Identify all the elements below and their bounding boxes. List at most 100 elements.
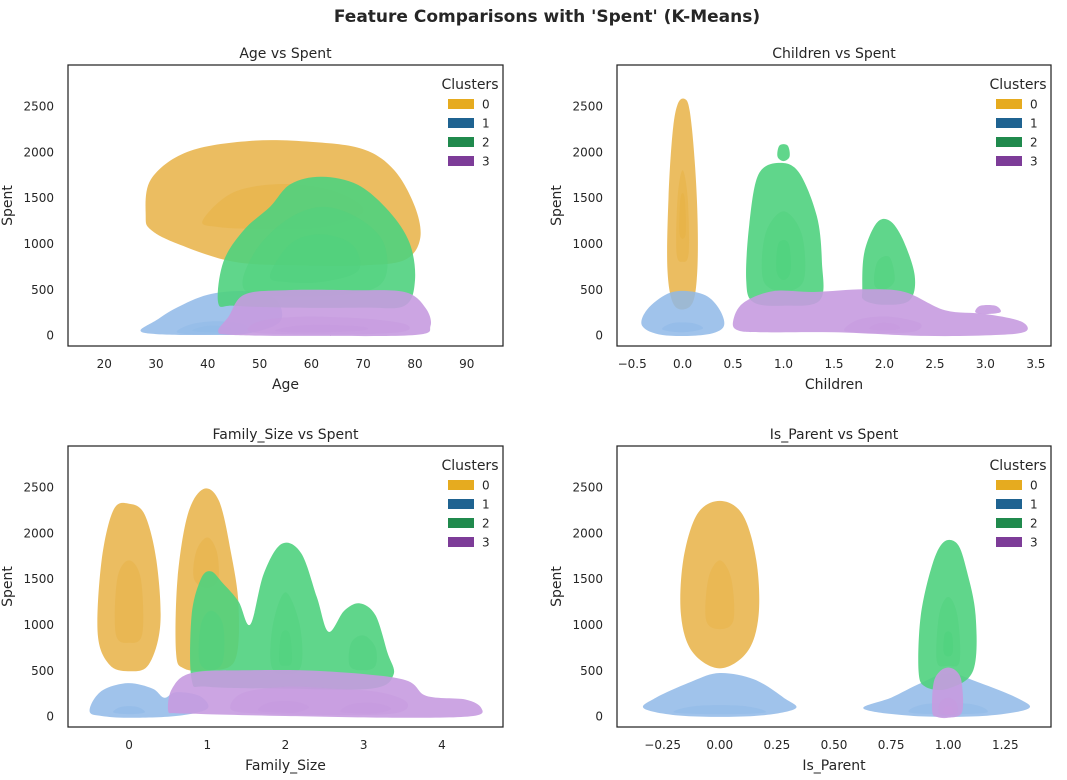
cluster-1-density (641, 290, 725, 337)
density-contour-0-1 (680, 500, 760, 669)
x-tick-label: 3 (360, 738, 368, 752)
subplot-4: Is_Parent vs Spent −0.25 0.00 0.25 0.50 0.75 1… (549, 427, 1052, 774)
x-tick-label: 20 (97, 357, 112, 371)
y-tick-label: 2000 (23, 145, 54, 159)
legend-label-1: 1 (482, 498, 490, 512)
legend-label-1: 1 (482, 117, 490, 131)
x-tick-label: 90 (459, 357, 474, 371)
cluster-2-density (190, 542, 395, 690)
legend-label-0: 0 (482, 98, 490, 112)
cluster-0-density (667, 98, 698, 310)
y-tick-label: 0 (595, 710, 603, 724)
x-tick-label: 1.5 (824, 357, 843, 371)
legend-label-0: 0 (1030, 98, 1038, 112)
legend-swatch-2 (448, 137, 474, 147)
density-contour-0-3 (679, 193, 686, 239)
legend-swatch-1 (448, 499, 474, 509)
legend-label-3: 3 (1030, 536, 1038, 550)
axes-frame (67, 445, 504, 728)
cluster-1-density (642, 672, 1031, 717)
y-tick-label: 2500 (572, 100, 603, 114)
y-tick-label: 1500 (23, 572, 54, 586)
kde-area (642, 500, 1031, 719)
density-contour-2-6 (777, 144, 790, 162)
density-contour-2-3 (776, 240, 791, 281)
density-contour-2-2 (198, 610, 225, 671)
legend-swatch-0 (996, 99, 1022, 109)
y-axis-label: Spent (549, 566, 565, 607)
y-tick-label: 1000 (572, 618, 603, 632)
density-contour-2-3 (943, 631, 954, 657)
density-contour-3-4 (975, 304, 1001, 314)
x-tick-label: 0.25 (764, 738, 791, 752)
density-contour-2-5 (874, 255, 895, 290)
y-tick-label: 500 (31, 283, 54, 297)
x-tick-label: 1.0 (774, 357, 793, 371)
density-contour-1-1 (641, 290, 725, 337)
density-contour-2-2 (242, 206, 388, 297)
density-contour-2-5 (348, 635, 377, 671)
density-contour-2-4 (279, 630, 292, 666)
x-tick-label: 2 (282, 738, 290, 752)
density-contour-3-3 (943, 706, 954, 715)
y-axis-label: Spent (549, 185, 565, 226)
y-axis-label: Spent (0, 185, 16, 226)
y-tick-label: 2500 (23, 100, 54, 114)
x-axis-label: Children (805, 377, 863, 393)
density-contour-3-1 (732, 289, 1028, 337)
legend-swatch-2 (996, 137, 1022, 147)
y-tick-label: 500 (580, 664, 603, 678)
y-tick-label: 1500 (572, 191, 603, 205)
density-contour-1-2 (113, 706, 145, 715)
y-tick-label: 0 (46, 329, 54, 343)
cluster-3-density (167, 669, 483, 718)
x-tick-label: 30 (148, 357, 163, 371)
density-contour-2-3 (269, 234, 361, 284)
x-tick-label: 3.5 (1026, 357, 1045, 371)
axes-frame (616, 64, 1052, 347)
density-contour-3-3 (257, 700, 310, 713)
axes-frame (67, 64, 504, 347)
legend-swatch-1 (448, 118, 474, 128)
legend-label-0: 0 (1030, 479, 1038, 493)
x-tick-label: 2.5 (925, 357, 944, 371)
cluster-3-density (932, 667, 964, 719)
subplot-title: Family_Size vs Spent (212, 427, 359, 443)
y-tick-label: 1000 (23, 618, 54, 632)
density-contour-3-3 (275, 324, 369, 333)
density-contour-1-2 (673, 705, 767, 715)
y-tick-label: 1000 (23, 237, 54, 251)
density-contour-1-2 (662, 322, 704, 333)
legend-swatch-1 (996, 499, 1022, 509)
cluster-0-density (680, 500, 760, 669)
density-contour-0-2 (114, 560, 144, 643)
legend: Clusters 0 1 2 3 (990, 458, 1047, 550)
y-tick-label: 500 (31, 664, 54, 678)
legend-label-2: 2 (1030, 136, 1038, 150)
y-tick-label: 500 (580, 283, 603, 297)
legend-swatch-0 (448, 480, 474, 490)
legend-title: Clusters (990, 77, 1047, 93)
legend-label-3: 3 (1030, 155, 1038, 169)
x-tick-label: 80 (407, 357, 422, 371)
x-axis-label: Age (272, 377, 299, 393)
cluster-2-density (217, 176, 416, 309)
legend-label-3: 3 (482, 536, 490, 550)
legend-swatch-1 (996, 118, 1022, 128)
legend: Clusters 0 1 2 3 (442, 458, 499, 550)
y-tick-label: 2500 (23, 481, 54, 495)
x-tick-label: 50 (252, 357, 267, 371)
x-tick-label: 4 (438, 738, 446, 752)
y-tick-label: 1500 (23, 191, 54, 205)
legend-label-1: 1 (1030, 117, 1038, 131)
y-tick-label: 0 (595, 329, 603, 343)
cluster-2-density (918, 539, 977, 691)
legend-swatch-3 (996, 537, 1022, 547)
legend-swatch-0 (448, 99, 474, 109)
legend-title: Clusters (442, 77, 499, 93)
kde-area (89, 488, 483, 718)
x-tick-label: 2.0 (875, 357, 894, 371)
x-axis-label: Family_Size (245, 758, 326, 774)
